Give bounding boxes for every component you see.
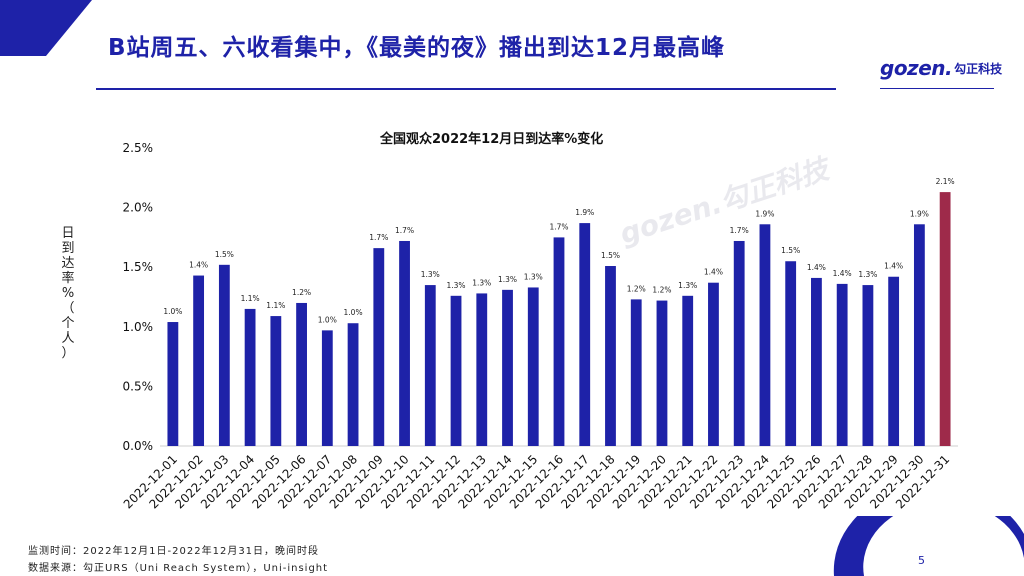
data-label: 1.9% [910,209,929,218]
bar [218,264,230,446]
data-label: 1.3% [472,278,491,287]
data-label: 1.3% [447,281,466,290]
y-tick-label: 2.5% [123,141,154,155]
data-label: 1.5% [601,251,620,260]
y-axis-label: 日到达率% （个人） [61,226,75,361]
logo-underline [880,88,994,89]
bar [913,224,925,446]
data-label: 1.4% [807,263,826,272]
bar [347,323,359,446]
data-label: 1.7% [369,233,388,242]
bar [682,295,694,446]
footer-period: 监测时间：2022年12月1日-2022年12月31日，晚间时段 [28,546,320,557]
bar [785,261,797,446]
bar [579,223,591,446]
data-label: 1.0% [318,315,337,324]
data-label: 1.3% [421,270,440,279]
bar [399,240,410,446]
data-label: 1.3% [678,281,697,290]
bar [811,277,822,446]
data-label: 1.2% [627,284,646,293]
bar [193,275,205,446]
data-label: 1.3% [498,275,517,284]
title-bar [96,26,864,68]
data-label: 1.3% [858,270,877,279]
bar [630,299,642,446]
data-label: 1.7% [730,226,749,235]
footer-source: 数据来源：勾正URS（Uni Reach System），Uni-insight [28,563,329,574]
y-tick-label: 0.5% [123,379,154,393]
bar [321,330,333,446]
bar [502,289,513,446]
data-label: 1.5% [781,246,800,255]
data-label: 1.9% [575,208,594,217]
bar [270,316,282,446]
bar [424,285,436,446]
data-label: 1.7% [549,222,568,231]
data-label: 1.9% [755,209,774,218]
data-label: 1.1% [241,294,260,303]
logo-text: gozen. [880,56,953,80]
bar [708,282,719,446]
bar [476,293,488,446]
bar [553,237,565,446]
bar [656,300,668,446]
data-label: 1.4% [704,268,723,277]
bar [450,295,462,446]
data-label: 1.7% [395,226,414,235]
bar [862,285,874,446]
data-label: 1.0% [163,307,182,316]
corner-decoration-top-left [0,0,92,56]
bar [605,266,616,446]
data-label: 1.3% [524,272,543,281]
data-label: 1.4% [884,262,903,271]
bar [733,240,745,446]
bar [167,322,179,446]
bar [759,224,771,446]
page-title: B站周五、六收看集中，《最美的夜》播出到达12月最高峰 [108,35,726,61]
data-label: 1.1% [266,301,285,310]
data-label: 1.2% [652,286,671,295]
bar [244,308,256,446]
data-label: 1.4% [833,269,852,278]
page-number: 5 [918,554,925,567]
bar [888,276,900,446]
y-tick-label: 1.5% [123,260,154,274]
data-label: 1.4% [189,261,208,270]
y-tick-label: 2.0% [123,201,154,215]
bar [373,248,385,446]
bar [296,302,307,446]
bar [836,283,848,446]
data-label: 1.5% [215,250,234,259]
data-label: 1.2% [292,288,311,297]
title-underline [96,88,836,90]
corner-decoration-bottom-right [833,516,1024,576]
data-label: 2.1% [936,177,955,186]
bar [527,287,539,446]
bar [939,192,951,446]
y-tick-label: 0.0% [123,439,154,453]
data-label: 1.0% [344,308,363,317]
y-tick-label: 1.0% [123,320,154,334]
logo-subtext: 勾正科技 [954,61,1003,76]
chart-title: 全国观众2022年12月日到达率%变化 [380,132,604,147]
brand-logo: gozen. 勾正科技 [880,56,1002,80]
